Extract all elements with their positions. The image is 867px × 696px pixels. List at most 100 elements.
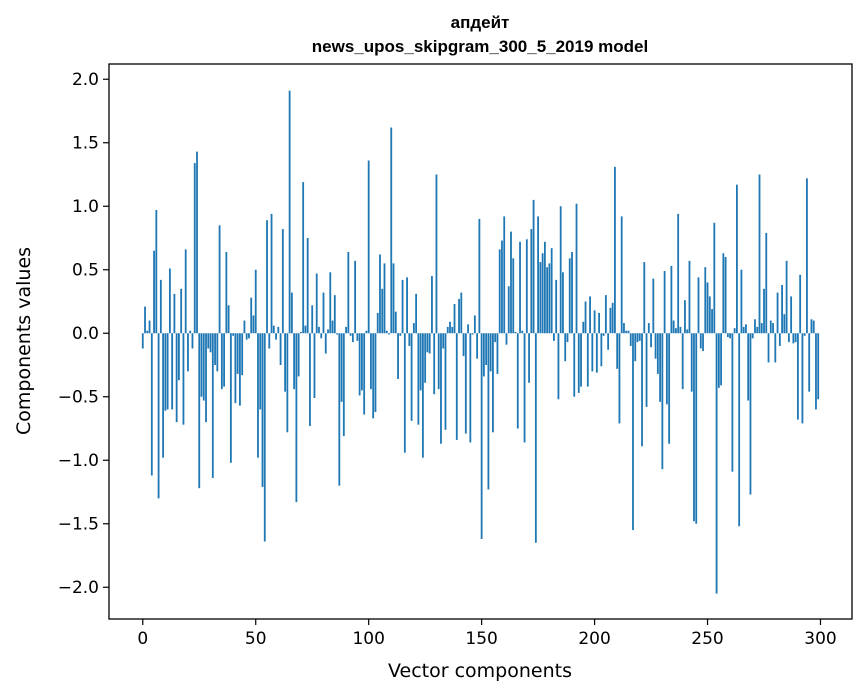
bar [675,328,677,334]
bar [263,333,266,542]
bar [250,297,253,334]
bar [684,300,686,334]
bar [331,320,334,334]
bar [478,218,481,334]
bar [634,333,637,362]
bar [189,330,192,334]
bar [485,333,488,365]
bar [602,333,605,336]
bar [505,333,508,345]
bar [607,333,610,350]
bar [568,258,571,334]
bar [677,213,680,334]
bar [571,251,573,334]
bar [166,333,169,410]
bar [281,229,284,334]
bar [482,333,485,377]
bar [421,333,424,458]
bar [351,333,354,343]
bar [618,333,621,424]
bar [252,315,255,334]
bar [747,333,750,401]
bar [261,333,264,487]
bar [315,273,318,334]
bar [726,333,729,338]
bar [356,333,359,341]
bar [652,278,655,334]
bar [503,216,506,334]
bar [153,250,155,334]
y-tick-label: −1.5 [58,515,99,535]
bar [546,267,549,334]
bar [539,262,542,334]
y-tick-label: 1.5 [72,134,99,154]
bar [157,333,160,499]
bar [268,333,271,349]
bar [632,333,634,531]
bar [288,90,291,334]
bar [381,288,384,334]
bar [227,305,230,334]
bar [708,296,711,334]
bar [431,276,433,334]
bar [458,298,460,334]
bar [589,296,591,334]
bar [205,333,207,423]
bar [363,333,366,415]
bar [580,333,582,387]
bar [198,333,201,489]
bar [361,333,363,391]
bar [338,333,341,486]
bar [627,330,630,334]
y-tick-label: −0.5 [58,388,99,408]
y-tick-label: −1.0 [58,451,99,471]
bar [695,333,698,524]
bar [175,333,178,423]
bar [659,333,661,402]
bar [444,333,447,430]
bar [541,253,544,334]
bar [403,333,406,453]
bar [758,174,761,334]
bar [564,333,567,362]
bar [679,326,682,334]
bar [806,178,808,334]
bar [449,321,451,334]
bar [661,333,664,470]
bar [173,293,176,334]
bar [324,333,327,354]
bar [796,333,799,420]
bar [446,326,449,334]
x-tick-label: 150 [465,629,497,649]
x-axis-label: Vector components [388,660,572,682]
bar [191,333,194,349]
bar [654,333,657,359]
bar [620,216,623,334]
bar [245,333,248,340]
y-tick-label: 2.0 [72,70,99,90]
bar [243,320,246,334]
y-tick-label: 0.0 [72,324,99,344]
bar [738,333,741,527]
bar [379,254,381,334]
bar [699,333,702,349]
bar [306,237,309,334]
bar [392,263,395,334]
bar [586,333,589,387]
bar [370,333,372,390]
bar [329,272,332,334]
bar [155,210,158,334]
bar [254,269,257,334]
bar [713,222,716,334]
bar [180,288,183,334]
y-tick-label: 0.5 [72,261,99,281]
chart-title-line-1: апдейт [451,13,510,32]
x-tick-label: 200 [578,629,610,649]
bar [388,333,390,335]
bar [200,333,203,397]
bar [236,333,239,374]
y-axis-label: Components values [13,247,35,435]
bar [525,239,528,334]
bar [313,333,316,399]
bar [211,333,214,479]
